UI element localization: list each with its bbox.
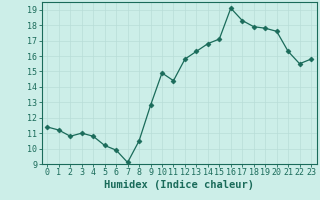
X-axis label: Humidex (Indice chaleur): Humidex (Indice chaleur) [104,180,254,190]
